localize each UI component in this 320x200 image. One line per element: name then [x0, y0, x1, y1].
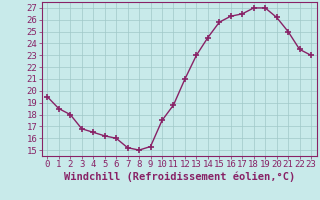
- X-axis label: Windchill (Refroidissement éolien,°C): Windchill (Refroidissement éolien,°C): [64, 172, 295, 182]
